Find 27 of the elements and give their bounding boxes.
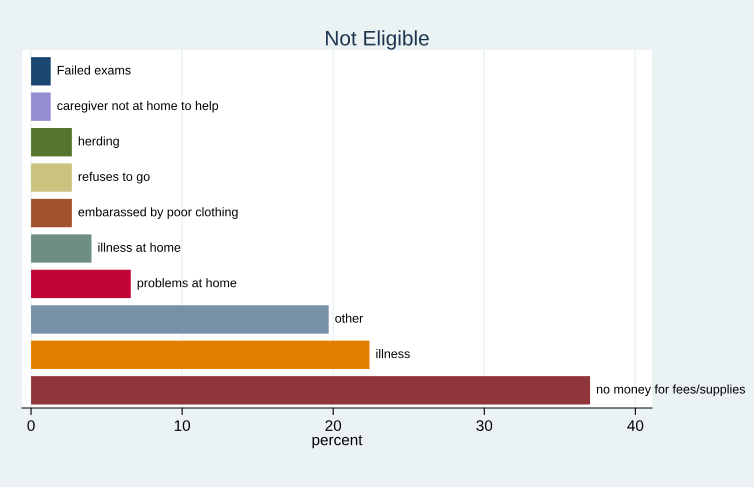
- x-axis-title: percent: [312, 435, 362, 448]
- x-tick-label: 10: [174, 420, 190, 432]
- bar: [31, 198, 72, 228]
- y-tick-label: herding: [78, 136, 119, 148]
- x-tick-label: 0: [27, 420, 35, 432]
- y-tick-label: refuses to go: [78, 172, 150, 184]
- bar: [31, 234, 92, 263]
- y-tick-label: illness: [376, 349, 410, 358]
- x-tick-label: 30: [476, 420, 492, 432]
- bar: [31, 163, 72, 192]
- bar: [31, 270, 131, 298]
- y-tick-label: illness at home: [98, 242, 180, 252]
- bar: [31, 305, 329, 334]
- y-tick-label: other: [335, 314, 364, 323]
- x-tick-label: 40: [627, 420, 644, 432]
- bar: [31, 128, 72, 156]
- chart-title: Not Eligible: [326, 30, 429, 50]
- bar: [31, 92, 51, 121]
- y-tick-label: caregiver not at home to help: [57, 100, 218, 113]
- y-tick-label: embarassed by poor clothing: [78, 207, 238, 219]
- x-tick-label: 20: [325, 420, 342, 432]
- y-tick-label: Failed exams: [58, 65, 131, 75]
- y-tick-label: problems at home: [138, 278, 236, 290]
- y-tick-label: no money for fees/supplies: [596, 384, 746, 396]
- bar: [31, 57, 51, 86]
- bar: [31, 376, 590, 404]
- bar: [31, 340, 370, 370]
